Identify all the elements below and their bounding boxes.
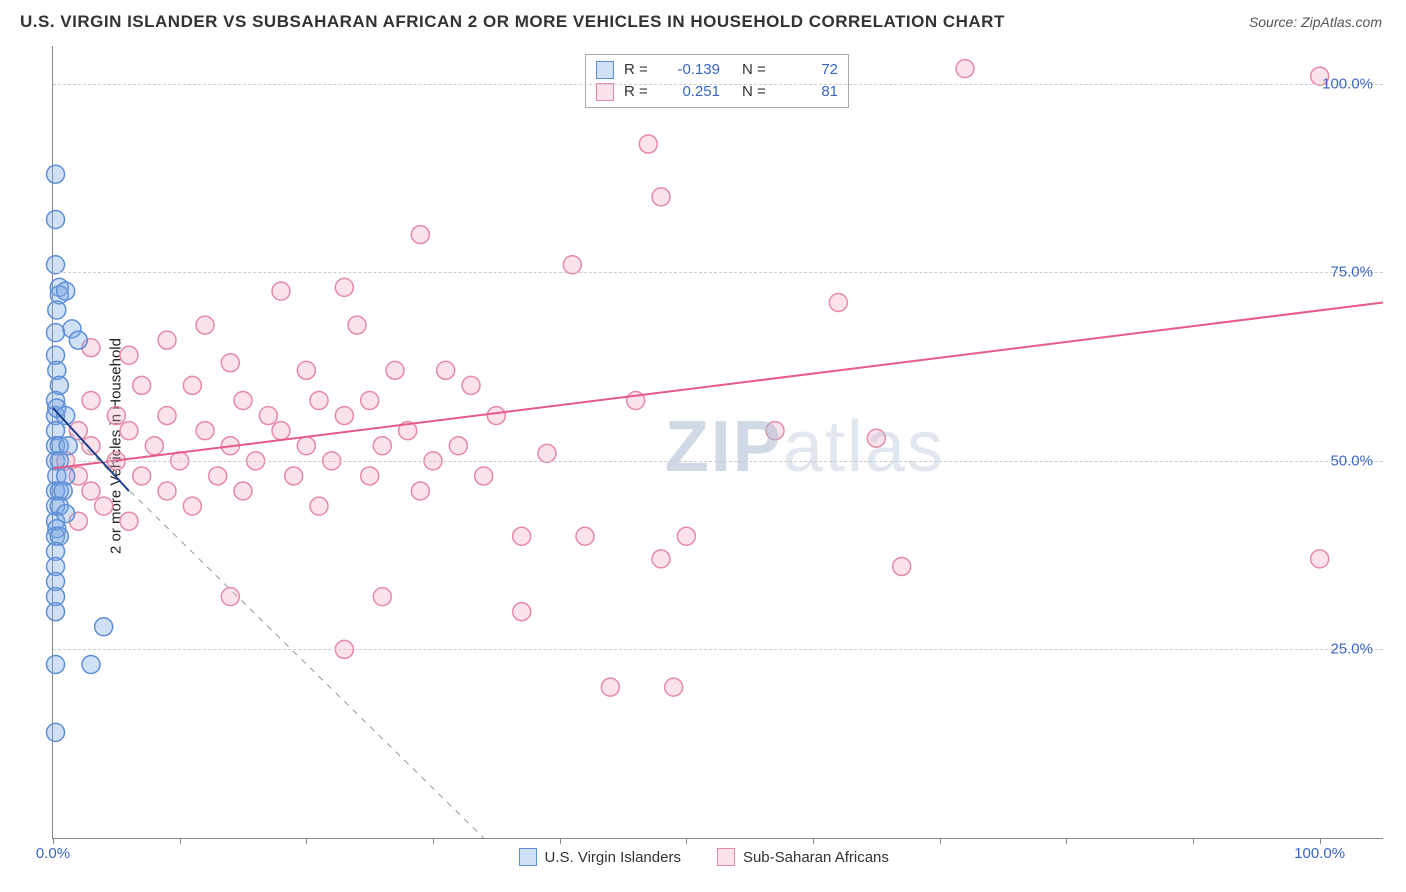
chart-title: U.S. VIRGIN ISLANDER VS SUBSAHARAN AFRIC… [20, 12, 1005, 32]
x-tick [1066, 838, 1067, 844]
x-tick [940, 838, 941, 844]
x-tick-label: 100.0% [1294, 845, 1345, 862]
legend-series: U.S. Virgin Islanders Sub-Saharan African… [519, 848, 889, 866]
x-tick [433, 838, 434, 844]
x-tick [180, 838, 181, 844]
y-tick-label: 50.0% [1330, 452, 1373, 469]
swatch-pink [717, 848, 735, 866]
x-tick [1193, 838, 1194, 844]
x-tick [686, 838, 687, 844]
x-tick [560, 838, 561, 844]
n-value-blue: 72 [784, 59, 838, 81]
legend-label-pink: Sub-Saharan Africans [743, 849, 889, 866]
plot-area: ZIPatlas R =-0.139N =72R =0.251N =81 U.S… [52, 46, 1383, 839]
n-label: N = [742, 59, 774, 81]
y-tick-label: 25.0% [1330, 641, 1373, 658]
r-value-blue: -0.139 [666, 59, 720, 81]
r-label: R = [624, 59, 656, 81]
gridline [53, 272, 1383, 273]
gridline [53, 649, 1383, 650]
swatch-blue [596, 61, 614, 79]
x-tick [813, 838, 814, 844]
y-tick-label: 100.0% [1322, 75, 1373, 92]
legend-label-blue: U.S. Virgin Islanders [545, 849, 681, 866]
x-tick [306, 838, 307, 844]
gridline [53, 461, 1383, 462]
gridline [53, 84, 1383, 85]
legend-item-pink: Sub-Saharan Africans [717, 848, 889, 866]
x-tick-label: 0.0% [36, 845, 70, 862]
legend-stat-row-blue: R = -0.139 N = 72 [596, 59, 838, 81]
x-tick [53, 838, 54, 844]
x-tick [1320, 838, 1321, 844]
source-label: Source: ZipAtlas.com [1249, 14, 1382, 30]
y-tick-label: 75.0% [1330, 264, 1373, 281]
scatter-svg [53, 46, 1383, 838]
swatch-pink [596, 83, 614, 101]
legend-stats: R =-0.139N =72R =0.251N =81 [585, 54, 849, 108]
legend-item-blue: U.S. Virgin Islanders [519, 848, 681, 866]
swatch-blue [519, 848, 537, 866]
